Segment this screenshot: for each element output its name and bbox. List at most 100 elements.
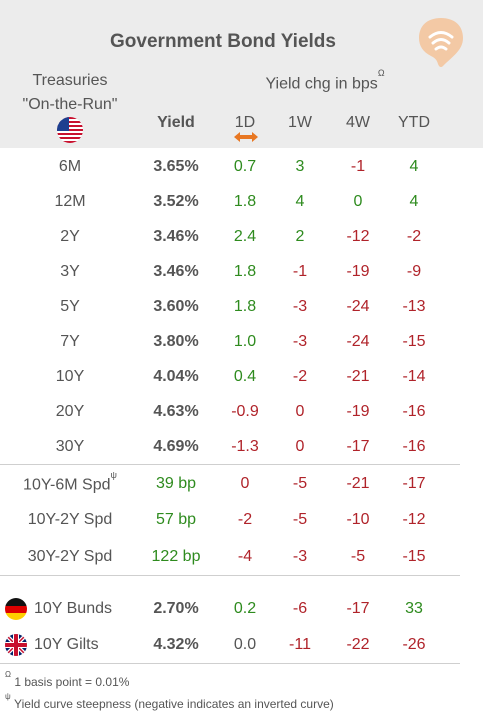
yield-value: 3.52% [153,193,199,210]
yield-value: 4.69% [153,438,199,455]
change-ytd: -12 [402,511,426,528]
change-1d: 0 [240,475,250,492]
row-label: 10Y-6M Spdψ [0,470,140,494]
change-1d: 1.8 [233,263,257,280]
table-row: 6M 3.65% 0.7 3 -1 4 [0,150,483,185]
change-1w: -2 [292,368,308,385]
table-row: 10Y 4.04% 0.4 -2 -21 -14 [0,360,483,395]
row-label: 3Y [0,263,140,281]
row-label-text: 2Y [60,228,80,245]
table-row: 2Y 3.46% 2.4 2 -12 -2 [0,220,483,255]
yield-value: 2.70% [153,600,199,617]
change-ytd: 4 [409,193,419,210]
germany-flag-icon [5,598,27,620]
row-label-text: 30Y-2Y Spd [27,548,113,565]
section-divider [0,575,460,576]
change-1d: -2 [237,511,253,528]
footnote-basis-point: Ω 1 basis point = 0.01% [5,670,130,689]
row-label-text: 12M [54,193,86,210]
change-1w: 4 [295,193,305,210]
row-label-text: 20Y [55,403,85,420]
row-label: 7Y [0,333,140,351]
change-ytd: 33 [405,600,423,617]
row-label-text: 5Y [60,298,80,315]
change-1w: -5 [292,511,308,528]
change-1w: 2 [295,228,305,245]
on-the-run-heading: "On-the-Run" [22,96,118,113]
row-label: 2Y [0,228,140,246]
table-row: 30Y 4.69% -1.3 0 -17 -16 [0,430,483,465]
change-ytd: -16 [402,438,426,455]
change-1w: -5 [292,475,308,492]
change-ytd: -2 [406,228,422,245]
row-label-text: 30Y [55,438,85,455]
change-1w: -3 [292,298,308,315]
row-label-text: 7Y [60,333,80,350]
change-4w: -17 [346,600,370,617]
change-1d: -4 [237,548,253,565]
change-4w: -21 [346,368,370,385]
change-ytd: -9 [406,263,422,280]
table-row: 20Y 4.63% -0.9 0 -19 -16 [0,395,483,430]
column-1d: 1D [234,114,256,131]
row-label: 20Y [0,403,140,421]
change-4w: -19 [346,403,370,420]
row-label: 30Y [0,438,140,456]
change-1w: 0 [295,438,305,455]
change-4w: -19 [346,263,370,280]
change-1d: 1.8 [233,193,257,210]
change-4w: -22 [346,636,370,653]
change-1w: 3 [295,158,305,175]
change-ytd: -15 [402,548,426,565]
change-ytd: -16 [402,403,426,420]
change-4w: -5 [350,548,366,565]
change-1d: 0.0 [233,636,257,653]
change-ytd: -17 [402,475,426,492]
column-ytd: YTD [398,114,430,131]
yield-value: 3.46% [153,263,199,280]
yield-change-heading: Yield chg in bpsΩ [265,68,385,93]
section-divider [0,663,460,664]
column-yield: Yield [157,114,195,131]
row-label-text: 10Y Bunds [34,600,112,617]
row-label: 10Y Bunds [34,600,144,618]
uk-flag-icon [5,634,27,656]
treasuries-heading: Treasuries [32,72,108,89]
row-label: 30Y-2Y Spd [0,548,140,566]
change-4w: -21 [346,475,370,492]
footnote-curve-steepness: ψ Yield curve steepness (negative indica… [5,692,334,711]
table-row: 10Y-2Y Spd 57 bp -2 -5 -10 -12 [0,503,483,538]
yield-value: 3.65% [153,158,199,175]
row-label: 5Y [0,298,140,316]
change-1w: -3 [292,548,308,565]
change-4w: -10 [346,511,370,528]
change-1d: -1.3 [231,438,259,455]
yield-value: 4.63% [153,403,199,420]
row-label-text: 6M [58,158,82,175]
column-1w: 1W [288,114,312,131]
table-row: 10Y Gilts 4.32% 0.0 -11 -22 -26 [0,628,483,663]
us-flag-icon [57,117,83,143]
row-label: 6M [0,158,140,176]
change-ytd: 4 [409,158,419,175]
change-1w: -3 [292,333,308,350]
change-1w: -11 [289,636,311,653]
change-1d: 0.4 [233,368,257,385]
page-title: Government Bond Yields [110,31,336,52]
change-4w: -12 [346,228,370,245]
row-label: 10Y [0,368,140,386]
yield-value: 4.04% [153,368,199,385]
row-label: 12M [0,193,140,211]
change-1d: 1.0 [233,333,257,350]
change-ytd: -15 [402,333,426,350]
row-label-text: 10Y-2Y Spd [27,511,113,528]
change-ytd: -13 [402,298,426,315]
table-row: 5Y 3.60% 1.8 -3 -24 -13 [0,290,483,325]
table-row: 30Y-2Y Spd 122 bp -4 -3 -5 -15 [0,540,483,575]
table-row: 12M 3.52% 1.8 4 0 4 [0,185,483,220]
table-row: 10Y-6M Spdψ 39 bp 0 -5 -21 -17 [0,467,483,502]
yield-value: 57 bp [155,511,197,528]
change-1d: 2.4 [233,228,257,245]
section-divider [0,464,460,465]
row-label: 10Y-2Y Spd [0,511,140,529]
